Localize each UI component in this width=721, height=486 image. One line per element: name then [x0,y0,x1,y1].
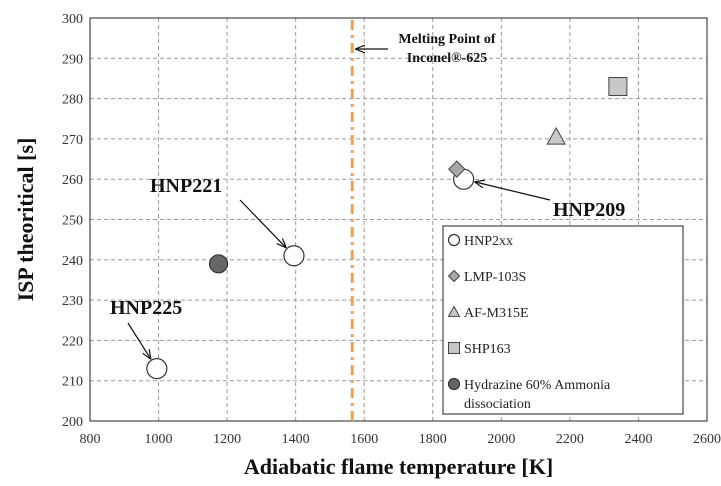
x-tick-label: 2000 [487,432,515,447]
x-tick-label: 1200 [213,432,241,447]
annotation-label: HNP225 [110,297,182,319]
y-tick-label: 220 [62,334,83,349]
melting-point-label-line2: Inconel®-625 [407,51,487,66]
legend-marker [447,269,461,283]
x-tick-label: 2400 [624,432,652,447]
legend-marker [447,377,461,391]
annotation-arrow [127,322,150,358]
y-tick-label: 240 [62,254,83,269]
annotation-arrow [475,182,551,201]
y-tick-label: 260 [62,173,83,188]
legend-marker [447,233,461,247]
y-tick-label: 250 [62,214,83,229]
annotation-label: HNP221 [150,175,222,197]
y-tick-label: 300 [62,12,83,27]
legend-label: SHP163 [464,342,511,357]
annotation-label: HNP209 [553,199,625,221]
legend-label: HNP2xx [464,234,513,249]
annotations: HNP225 HNP221 HNP209 [110,175,625,358]
data-point [208,254,229,274]
data-point [283,245,305,267]
x-tick-label: 800 [80,432,101,447]
legend: HNP2xx LMP-103S AF-M315E SHP163 Hydrazine 60… [442,225,684,415]
tick-labels: 800 1000 1200 1400 1600 1800 2000 2200 2400 2600 2… [62,12,721,447]
legend-label: Hydrazine 60% Ammonia [464,378,611,393]
y-tick-label: 290 [62,52,83,67]
legend-label: AF-M315E [464,306,529,321]
legend-box [442,225,684,415]
data-point [546,126,567,145]
y-tick-label: 210 [62,375,83,390]
x-tick-label: 1000 [145,432,173,447]
y-tick-label: 280 [62,93,83,108]
reference-line-group: Melting Point of Inconel®-625 [350,20,496,421]
annotation-arrow [239,199,286,247]
y-tick-label: 200 [62,415,83,430]
x-axis-title: Adiabatic flame temperature [K] [244,454,553,479]
y-tick-label: 270 [62,133,83,148]
melting-point-label-line1: Melting Point of [398,32,496,47]
x-tick-label: 1800 [419,432,447,447]
x-tick-label: 2600 [693,432,721,447]
legend-marker [447,305,461,317]
data-point [448,160,466,178]
data-points [146,77,628,380]
data-point [146,358,168,380]
data-point [608,77,628,97]
legend-marker [448,342,460,354]
plot-frame [89,17,708,422]
legend-label-continued: dissociation [464,397,531,412]
x-tick-label: 2200 [556,432,584,447]
y-tick-label: 230 [62,294,83,309]
y-axis-title: ISP theoritical [s] [13,138,38,302]
x-tick-label: 1400 [282,432,310,447]
legend-label: LMP-103S [464,270,526,285]
x-tick-label: 1600 [350,432,378,447]
